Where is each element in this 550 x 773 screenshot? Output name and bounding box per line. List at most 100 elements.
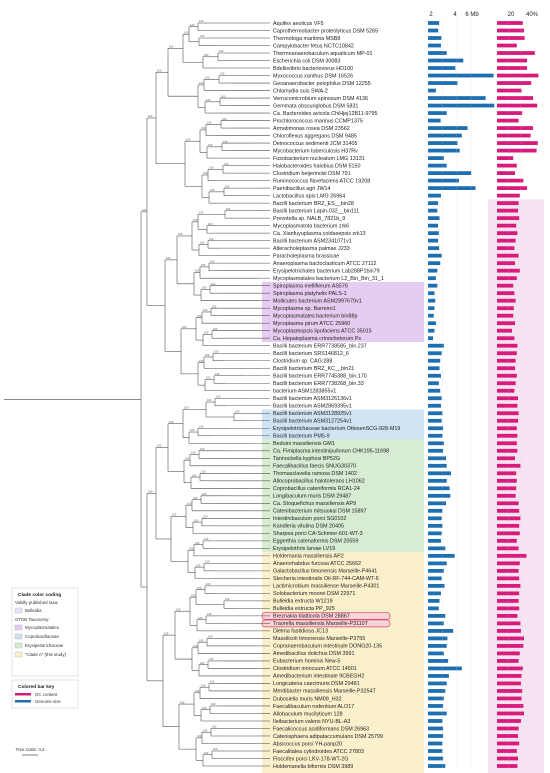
taxon-label: Ruminococcus flavefaciens ATCC 19208	[273, 178, 370, 184]
gc-content-bar	[497, 636, 524, 641]
genome-size-bar	[428, 613, 446, 618]
taxon-label: Anaerorhabdus furcosa ATCC 25662	[273, 561, 361, 567]
bootstrap-value: 100	[206, 98, 211, 102]
taxon-label: Holdemania massiliensis AP2	[273, 554, 344, 560]
genome-size-bar	[428, 508, 443, 513]
bootstrap-value: 100	[200, 241, 205, 245]
taxon-label: Faecalibaculum rodentium ALO17	[273, 704, 354, 710]
genome-size-bar	[428, 313, 434, 318]
gc-content-bar	[497, 36, 525, 40]
bootstrap-value: 100	[222, 117, 227, 121]
taxon-label: Galactobacillus timonensis Marseille-P46…	[273, 569, 377, 575]
genome-size-bar	[428, 689, 446, 693]
genome-key-swatch	[15, 700, 31, 703]
gc-content-bar	[497, 764, 518, 768]
key-frame	[11, 587, 79, 677]
bootstrap-value: 100	[195, 269, 200, 273]
genome-size-bar	[428, 66, 456, 70]
taxon-label: Catenibacterium mitsuokai DSM 15897	[273, 509, 366, 515]
genome-size-bar	[428, 441, 444, 446]
genome-size-bar	[428, 358, 441, 363]
genome-size-bar	[428, 28, 439, 33]
genome-size-bar	[428, 756, 444, 761]
taxon-label: Catenisphaera adipataccumulans DSM 25799	[273, 734, 383, 740]
band-coprobacillaceae	[262, 409, 424, 440]
taxon-label: Bulleidia extructa W1219	[273, 599, 333, 605]
genome-size-bar	[428, 246, 440, 251]
bootstrap-value: 100	[191, 593, 196, 597]
taxon-label: Bacilli bacterium SRS146812_6	[273, 351, 349, 357]
gc-content-bar	[497, 141, 538, 145]
genome-size-bar	[428, 178, 459, 183]
bootstrap-value: 100	[190, 428, 195, 432]
taxon-label: Faecalicoccus acidiformans DSM 26963	[273, 726, 369, 732]
bar-axis-header: 2 4 6 Mb 20 40%	[429, 12, 538, 18]
gc-content-bar	[497, 111, 523, 115]
genome-size-bar	[428, 659, 449, 663]
genome-size-bar	[428, 208, 438, 213]
bootstrap-value: 100	[210, 259, 215, 263]
gc-content-bar	[497, 561, 520, 566]
genome-size-bar	[428, 681, 447, 686]
taxon-label: Bacilli bacterium ASM3126136v1	[273, 396, 352, 402]
gc-content-bar	[497, 606, 520, 611]
genome-size-bar	[428, 696, 444, 701]
taxon-label: Faecalitalea cylindroides ATCC 27803	[273, 749, 364, 755]
genome-tick-2: 2	[429, 12, 433, 18]
gc-content-bar	[497, 321, 515, 326]
taxon-label: Mycoplasmatota bacterium zrk6	[273, 223, 349, 229]
gc-content-bar	[497, 96, 533, 100]
genome-size-bar	[428, 321, 436, 326]
bootstrap-value: 100	[210, 188, 215, 192]
gc-content-bar	[497, 546, 519, 551]
gc-content-bar	[497, 583, 521, 588]
gc-content-bar	[497, 253, 519, 258]
gc-content-bar	[497, 351, 517, 356]
genome-size-bar	[428, 478, 447, 483]
taxon-label: Breznakia blatticola DSM 28867	[273, 614, 350, 620]
gc-column-shading	[488, 199, 544, 773]
gc-content-bar	[497, 516, 521, 521]
genome-size-bar	[428, 726, 444, 731]
genome-key-label: Genome size	[35, 699, 61, 704]
taxon-label: Caprothermobacter proteolyticus DSM 5265	[273, 28, 378, 34]
genome-size-bar	[428, 546, 446, 551]
gc-content-bar	[497, 689, 523, 693]
bootstrap-value: 100	[201, 683, 206, 687]
gc-content-bar	[497, 328, 512, 333]
bootstrap-value: 100	[211, 702, 216, 706]
bootstrap-value: 100	[148, 489, 153, 493]
genome-size-bar	[428, 133, 462, 138]
genome-tick-6: 6 Mb	[465, 12, 479, 18]
taxon-label: Solobacterium moorei DSM 22971	[273, 591, 355, 597]
genome-size-bar	[428, 36, 442, 40]
bootstrap-value: 100	[206, 376, 211, 380]
bootstrap-value: 100	[212, 304, 217, 308]
bootstrap-value: 100	[209, 237, 214, 241]
taxon-label: Bacilli bacterium BRZ_ES__bin28	[273, 201, 354, 207]
key-item-2-label: GTDB Taxonomy:	[15, 617, 50, 622]
gc-content-bar	[497, 88, 522, 93]
gc-content-bar	[497, 178, 524, 183]
gc-tick-40: 40%	[526, 12, 539, 18]
taxon-label: Absicoccus porci YH-panp20	[273, 741, 342, 747]
genome-size-bar	[428, 126, 468, 130]
gc-content-bar	[497, 426, 517, 431]
bar-color-key: Colored bar key GC content Genome size	[11, 679, 79, 709]
genome-size-bar	[428, 351, 442, 356]
taxon-label: Sharpea porci CA-Schmier-601-WT-3	[273, 531, 363, 537]
gc-content-bar	[497, 418, 518, 423]
taxon-label: Ca. Xianfuyuplasma coldseepsis zrk13	[273, 231, 366, 237]
gc-content-bar	[497, 613, 518, 618]
taxon-label: Intestinibaculum porci SG0102	[273, 516, 346, 522]
genome-size-bar	[428, 58, 464, 63]
genome-size-bar	[428, 411, 443, 416]
taxon-label: Copranaerobaculum intestinale DONG20-135	[273, 644, 382, 650]
taxon-label: Amedibacillus dolichus DSM 3991	[273, 651, 355, 657]
taxon-label: Dielma fastidiosa JC13	[273, 629, 328, 635]
taxon-label: Clostridium sp. CAG:288	[273, 359, 332, 365]
genome-size-bar	[428, 493, 451, 498]
genome-size-bar	[428, 621, 444, 626]
gc-content-bar	[497, 749, 517, 753]
